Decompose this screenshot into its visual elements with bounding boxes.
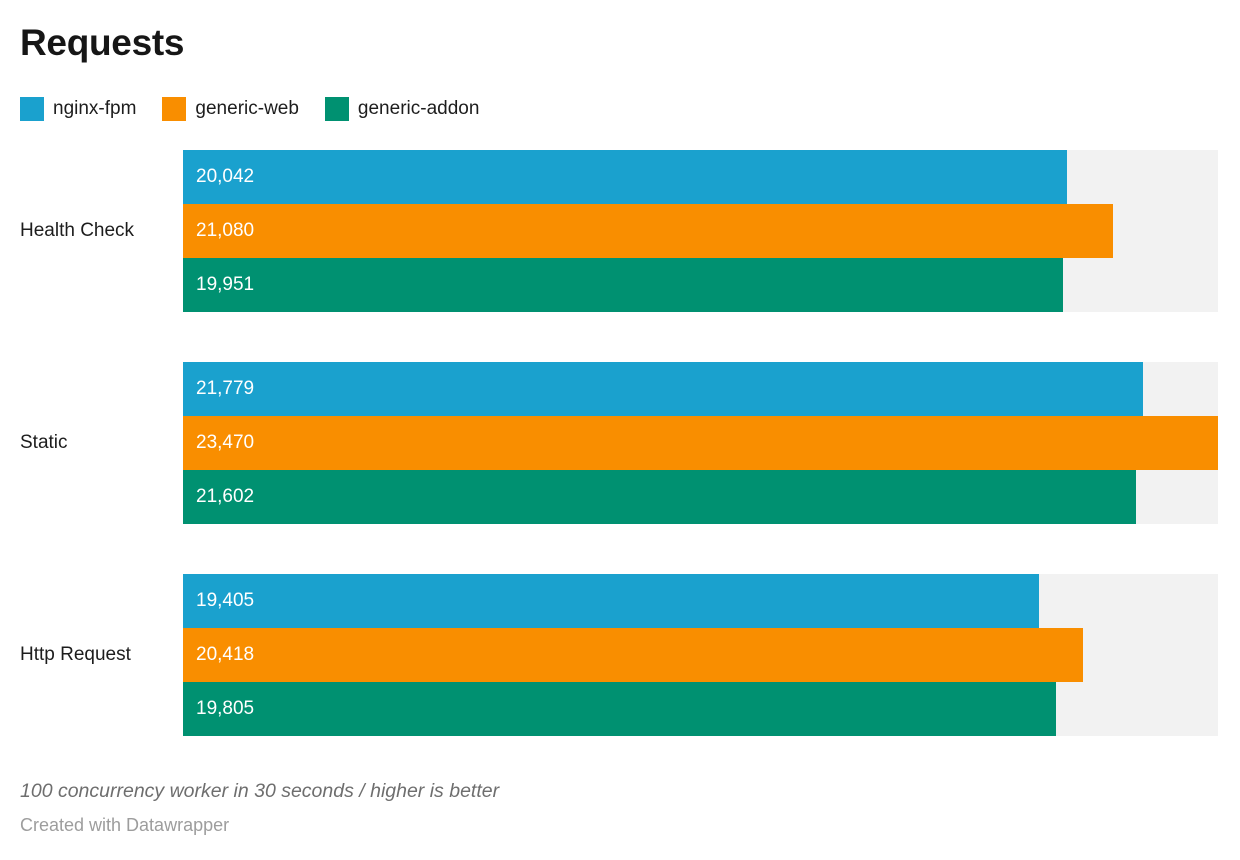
- bar-value-label: 19,951: [196, 274, 255, 295]
- category-group: Static 21,779 23,470 21,602: [20, 362, 1218, 524]
- bar-value-label: 21,779: [196, 378, 255, 399]
- bar-track: 19,405: [183, 574, 1218, 628]
- category-group: Http Request 19,405 20,418 19,805: [20, 574, 1218, 736]
- category-label: Http Request: [20, 644, 131, 665]
- bar-segment: 21,602: [183, 470, 1136, 524]
- bar-track: 20,418: [183, 628, 1218, 682]
- bar-segment: 23,470: [183, 416, 1218, 470]
- bar-segment: 19,951: [183, 258, 1063, 312]
- category-label: Static: [20, 432, 68, 453]
- bar-track: 19,805: [183, 682, 1218, 736]
- bar-segment: 19,805: [183, 682, 1057, 736]
- bar-segment: 21,779: [183, 362, 1144, 416]
- category-bars: 20,042 21,080 19,951: [183, 150, 1218, 312]
- legend-item: generic-web: [162, 97, 299, 121]
- legend-item: generic-addon: [324, 97, 480, 121]
- legend-swatch-icon: [20, 97, 44, 121]
- bar-value-label: 20,042: [196, 166, 255, 187]
- bar-value-label: 20,418: [196, 644, 255, 665]
- bar-track: 21,779: [183, 362, 1218, 416]
- legend-label: nginx-fpm: [53, 98, 137, 119]
- category-bars: 19,405 20,418 19,805: [183, 574, 1218, 736]
- bar-track: 21,080: [183, 204, 1218, 258]
- bar-track: 23,470: [183, 416, 1218, 470]
- category-group: Health Check 20,042 21,080 19,951: [20, 150, 1218, 312]
- chart-page: Requests nginx-fpm generic-web generic-a…: [20, 22, 1218, 835]
- chart-note: 100 concurrency worker in 30 seconds / h…: [20, 780, 500, 802]
- bar-value-label: 21,080: [196, 220, 255, 241]
- category-bars: 21,779 23,470 21,602: [183, 362, 1218, 524]
- legend-label: generic-web: [195, 98, 299, 119]
- bar-track: 21,602: [183, 470, 1218, 524]
- legend-item: nginx-fpm: [20, 97, 136, 121]
- bar-segment: 20,042: [183, 150, 1067, 204]
- bar-segment: 20,418: [183, 628, 1084, 682]
- legend: nginx-fpm generic-web generic-addon: [20, 97, 1218, 121]
- bar-track: 20,042: [183, 150, 1218, 204]
- legend-swatch-icon: [162, 97, 187, 121]
- bar-value-label: 21,602: [196, 486, 255, 507]
- chart-title: Requests: [20, 22, 185, 63]
- bar-track: 19,951: [183, 258, 1218, 312]
- bar-value-label: 23,470: [196, 432, 255, 453]
- datawrapper-attribution-link[interactable]: Created with Datawrapper: [20, 815, 230, 835]
- bar-value-label: 19,405: [196, 590, 255, 611]
- legend-label: generic-addon: [357, 98, 480, 119]
- category-label: Health Check: [20, 220, 135, 241]
- legend-swatch-icon: [324, 97, 349, 121]
- bar-value-label: 19,805: [196, 698, 255, 719]
- bar-chart: Health Check 20,042 21,080 19,951 Static…: [20, 150, 1218, 736]
- bar-segment: 21,080: [183, 204, 1113, 258]
- bar-segment: 19,405: [183, 574, 1039, 628]
